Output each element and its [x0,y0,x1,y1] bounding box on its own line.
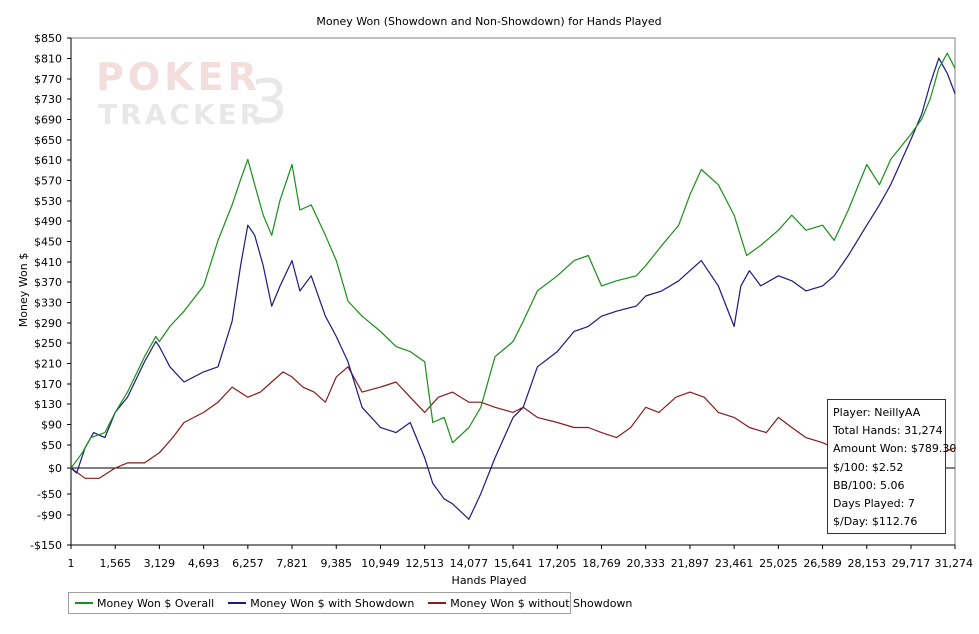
y-tick-label: -$50 [37,488,62,501]
y-tick-label: $450 [34,236,62,249]
y-tick-label: -$90 [37,509,62,522]
y-tick-label: $210 [34,358,62,371]
y-tick-label: $330 [34,297,62,310]
y-tick-label: $570 [34,175,62,188]
legend-item-non-showdown: Money Won $ without Showdown [428,597,632,610]
y-tick-label: $90 [41,419,62,432]
x-axis-label: Hands Played [452,574,527,587]
stats-dollars-per-100: $/100: $2.52 [833,460,904,474]
legend-item-showdown: Money Won $ with Showdown [228,597,414,610]
x-tick-label: 21,897 [671,557,710,570]
watermark-line1: POKER [96,55,261,99]
x-tick-label: 12,513 [405,557,444,570]
stats-dollars-per-day: $/Day: $112.76 [833,515,918,529]
y-tick-label: $850 [34,32,62,45]
x-tick-label: 3,129 [144,557,176,570]
x-tick-label: 26,589 [803,557,842,570]
x-tick-label: 20,333 [626,557,665,570]
stats-days-played: Days Played: 7 [833,497,915,511]
y-tick-label: $250 [34,337,62,350]
y-tick-label: $610 [34,154,62,167]
y-tick-label: $50 [41,439,62,452]
x-tick-label: 29,717 [892,557,931,570]
y-tick-label: $530 [34,195,62,208]
y-tick-label: $770 [34,73,62,86]
legend-swatch-non-showdown [428,602,447,604]
stats-total-hands: Total Hands: 31,274 [833,424,943,438]
y-tick-label: $0 [48,462,62,475]
legend-label-showdown: Money Won $ with Showdown [250,596,415,610]
y-tick-label: $410 [34,256,62,269]
series-line-showdown [70,57,956,520]
watermark-mark: 3 [250,67,288,137]
x-tick-label: 14,077 [450,557,489,570]
x-tick-label: 18,769 [582,557,621,570]
x-tick-label: 4,693 [188,557,220,570]
x-tick-label: 28,153 [848,557,887,570]
y-tick-label: $810 [34,53,62,66]
x-tick-label: 31,274 [935,557,974,570]
legend-swatch-overall [75,602,93,604]
legend-label-overall: Money Won $ Overall [97,596,215,610]
series-line-overall [70,52,956,469]
x-tick-label: 7,821 [276,557,308,570]
legend-swatch-showdown [228,602,247,604]
x-tick-label: 1 [68,557,75,570]
y-tick-label: $690 [34,114,62,127]
chart-legend: Money Won $ Overall Money Won $ with Sho… [68,592,632,614]
y-tick-label: $370 [34,276,62,289]
legend-label-non-showdown: Money Won $ without Showdown [450,596,633,610]
x-tick-label: 6,257 [232,557,264,570]
x-tick-label: 15,641 [494,557,533,570]
stats-bb-per-100: BB/100: 5.06 [833,478,905,492]
x-tick-label: 17,205 [538,557,577,570]
poker-tracker-logo: POKER TRACKER 3 [96,55,288,137]
x-tick-label: 9,385 [321,557,353,570]
y-tick-label: -$150 [30,539,62,552]
stats-amount-won: Amount Won: $789.30 [833,442,957,456]
y-tick-label: $490 [34,215,62,228]
x-tick-label: 10,949 [361,557,400,570]
y-tick-label: $730 [34,93,62,106]
y-axis-ticks: $850 $810 $770 $730 $690 $650 $610 $570 $530 $490… [30,32,71,552]
watermark-line2: TRACKER [98,98,264,131]
y-tick-label: $650 [34,134,62,147]
series-lines [70,52,956,520]
x-tick-label: 23,461 [715,557,754,570]
x-tick-label: 25,025 [759,557,798,570]
x-tick-label: 1,565 [99,557,131,570]
x-axis-ticks: 1 1,565 3,129 4,693 6,257 7,821 9,385 10,949 12,… [68,545,974,570]
chart-title: Money Won (Showdown and Non-Showdown) fo… [316,15,661,28]
y-tick-label: $290 [34,317,62,330]
stats-player: Player: NeillyAA [833,406,921,419]
legend-item-overall: Money Won $ Overall [75,597,214,610]
y-axis-label: Money Won $ [17,253,30,327]
y-tick-label: $130 [34,398,62,411]
y-tick-label: $170 [34,378,62,391]
player-stats-box: Player: NeillyAA Total Hands: 31,274 Amo… [827,399,957,534]
series-line-non-showdown [70,366,956,479]
